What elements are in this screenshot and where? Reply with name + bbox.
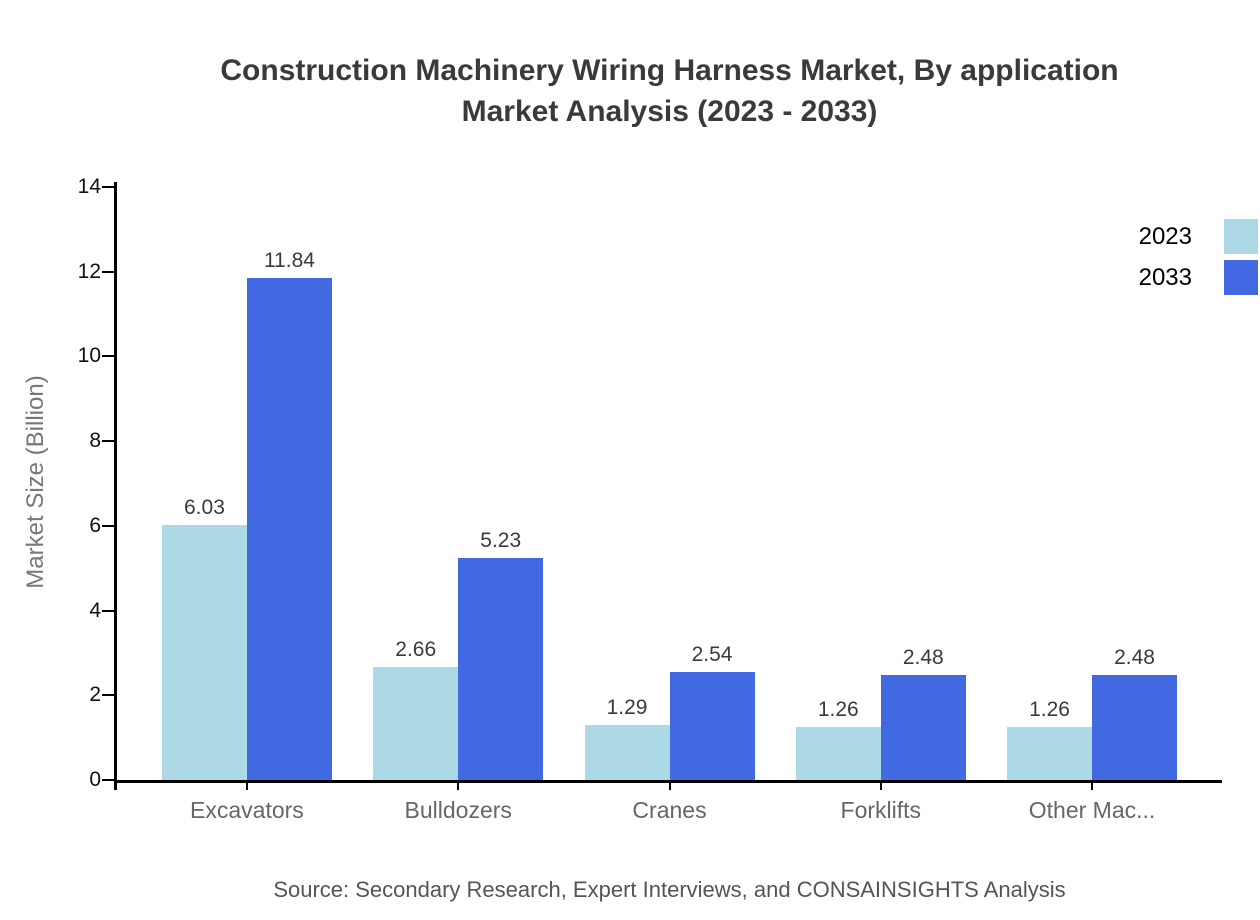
bar-2033-Forklifts (880, 674, 966, 780)
x-tick (1091, 780, 1094, 790)
y-tick-label: 10 (77, 344, 101, 368)
x-tick (457, 780, 460, 790)
bar-2023-Other Mac... (1007, 726, 1093, 780)
x-category-label: Excavators (190, 797, 304, 823)
y-tick-label: 2 (89, 683, 101, 707)
x-tick (245, 780, 248, 790)
y-tick (102, 270, 114, 273)
y-tick (102, 779, 114, 781)
x-category-label: Cranes (632, 797, 707, 823)
value-label-2023-Cranes: 1.29 (606, 696, 648, 720)
bar-2033-Cranes (669, 672, 755, 780)
value-label-2023-Bulldozers: 2.66 (395, 638, 437, 662)
y-tick-label: 14 (77, 175, 101, 198)
bar-2023-Excavators (161, 524, 247, 780)
value-label-2023-Forklifts: 1.26 (817, 697, 859, 721)
value-label-2023-Excavators: 6.03 (184, 495, 225, 519)
value-label-2033-Excavators: 11.84 (263, 249, 315, 273)
value-label-2033-Forklifts: 2.48 (902, 645, 944, 669)
y-tick (102, 609, 114, 612)
y-tick (102, 524, 114, 527)
chart-title-line2: Market Analysis (2023 - 2033) (461, 95, 878, 128)
y-tick (102, 186, 114, 188)
legend-swatch-2023 (1224, 219, 1258, 254)
x-category-label: Forklifts (840, 797, 922, 823)
y-tick-label: 4 (89, 598, 101, 622)
y-tick-label: 6 (89, 513, 101, 537)
x-category-label: Other Mac... (1028, 797, 1156, 823)
value-label-2033-Cranes: 2.54 (691, 643, 733, 667)
legend-label-2023: 2023 (1138, 223, 1192, 250)
chart-title-line1: Construction Machinery Wiring Harness Ma… (220, 54, 1119, 87)
bar-2033-Excavators (246, 278, 332, 780)
y-axis-line (114, 182, 117, 790)
legend-swatch-2033 (1224, 260, 1258, 295)
y-axis-title: Market Size (Billion) (22, 375, 49, 589)
chart-title: Construction Machinery Wiring Harness Ma… (117, 50, 1222, 132)
plot-area: 0 2 4 6 8 10 12 14 Excavators 6.03 11.84 Bulldozers… (78, 175, 1222, 823)
y-tick-label: 0 (89, 768, 101, 791)
legend-label-2033: 2033 (1138, 264, 1192, 291)
y-tick (102, 440, 114, 443)
y-tick (102, 694, 114, 697)
bar-2023-Cranes (584, 725, 670, 780)
y-tick (102, 355, 114, 358)
x-tick (668, 780, 671, 790)
bar-2033-Other Mac... (1092, 674, 1178, 780)
x-category-label: Bulldozers (404, 797, 512, 823)
y-tick-label: 8 (89, 429, 101, 453)
bar-2023-Forklifts (795, 726, 881, 780)
value-label-2023-Other Mac...: 1.26 (1029, 697, 1070, 721)
x-tick (879, 780, 882, 790)
bar-2033-Bulldozers (458, 558, 544, 780)
x-axis-line (114, 780, 1222, 783)
y-tick-label: 12 (77, 259, 101, 283)
value-label-2033-Bulldozers: 5.23 (480, 529, 522, 553)
bar-2023-Bulldozers (373, 667, 459, 780)
value-label-2033-Other Mac...: 2.48 (1114, 645, 1155, 669)
source-note: Source: Secondary Research, Expert Inter… (273, 877, 1066, 902)
